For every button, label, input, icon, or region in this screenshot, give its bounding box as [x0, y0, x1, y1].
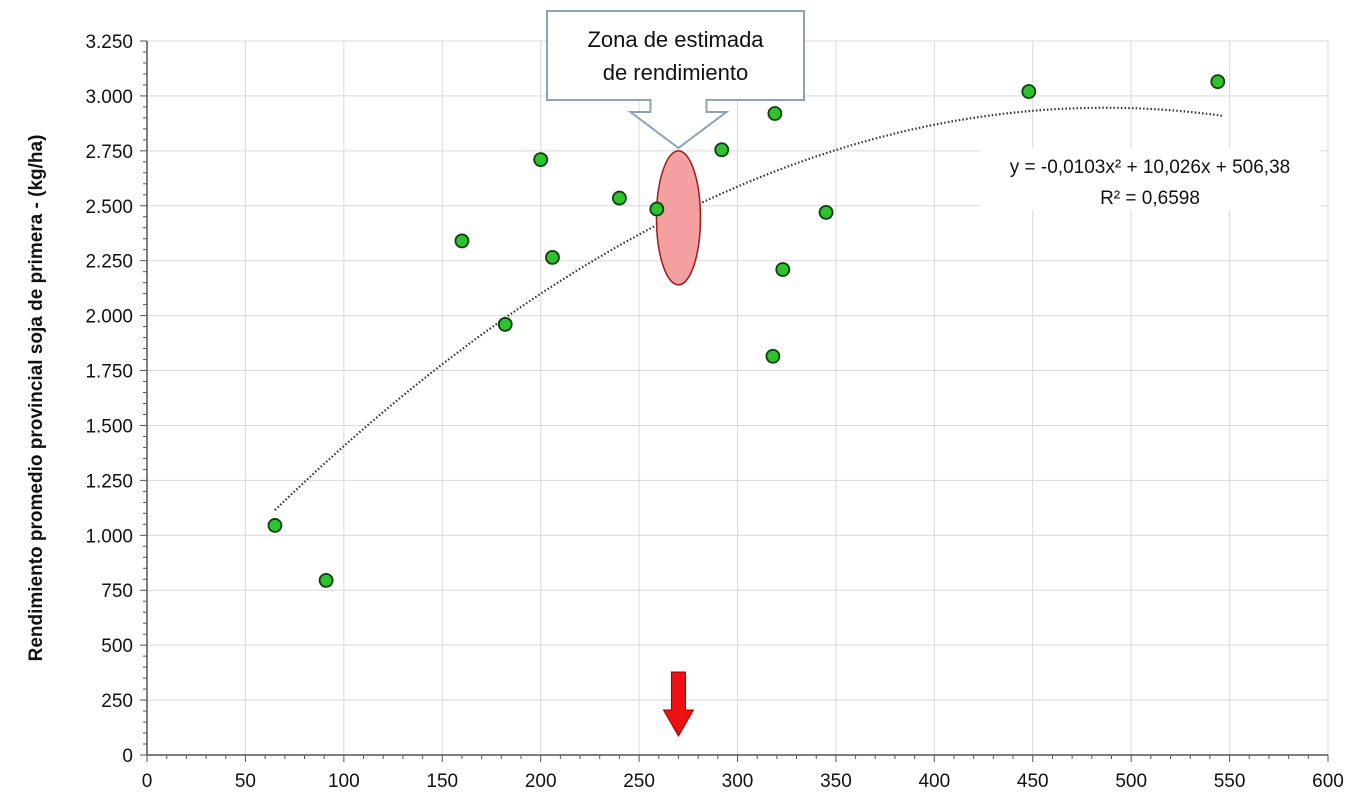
- data-point: [545, 249, 560, 265]
- y-tick-label: 3.000: [85, 87, 133, 108]
- y-tick-label: 1.000: [85, 526, 133, 547]
- y-tick-label: 2.750: [85, 142, 133, 163]
- x-tick-label: 0: [142, 771, 153, 792]
- y-tick-label: 0: [122, 746, 133, 767]
- equation-background: [980, 148, 1320, 210]
- data-point: [454, 233, 470, 249]
- callout-line-2: de rendimiento: [603, 60, 749, 85]
- data-points: [267, 74, 1226, 588]
- callout-line-1: Zona de estimada: [587, 27, 764, 52]
- y-tick-label: 3.250: [85, 32, 133, 53]
- y-tick-label: 750: [101, 581, 133, 602]
- x-tick-label: 400: [918, 771, 950, 792]
- x-tick-label: 550: [1214, 771, 1246, 792]
- y-tick-label: 2.000: [85, 307, 133, 328]
- x-tick-label: 100: [328, 771, 360, 792]
- data-point: [765, 348, 781, 364]
- x-tick-label: 150: [426, 771, 458, 792]
- x-tick-label: 450: [1017, 771, 1049, 792]
- annotations: Zona de estimada de rendimiento y = -0,010…: [546, 10, 1320, 738]
- y-tick-label: 250: [101, 691, 133, 712]
- estimate-zone: [655, 150, 702, 286]
- data-point: [649, 201, 665, 217]
- y-tick-label: 1.500: [85, 416, 133, 437]
- data-point: [533, 152, 549, 168]
- x-tick-label: 500: [1115, 771, 1147, 792]
- x-tick-label: 200: [525, 771, 557, 792]
- y-tick-label: 2.500: [85, 197, 133, 218]
- data-point: [1021, 84, 1037, 99]
- y-tick-label: 2.250: [85, 252, 133, 273]
- data-point: [1210, 74, 1226, 90]
- trendline-r2: R² = 0,6598: [1100, 188, 1200, 209]
- axes: 0 50 100 150 200 250 300 350 400 450 500 550 600 0 250…: [85, 32, 1343, 792]
- trendline-equation: y = -0,0103x² + 10,026x + 506,38: [1010, 157, 1290, 178]
- data-point: [267, 518, 283, 533]
- data-point: [775, 262, 791, 277]
- callout-box: [546, 10, 805, 150]
- x-tick-label: 600: [1312, 771, 1344, 792]
- y-tick-label: 1.250: [85, 471, 133, 492]
- y-tick-label: 1.750: [85, 362, 133, 383]
- data-point: [318, 572, 334, 588]
- red-arrow-icon: [662, 671, 695, 738]
- x-tick-label: 50: [235, 771, 256, 792]
- estimate-zone-ellipse: [655, 150, 702, 286]
- trendline-curve: [274, 106, 1224, 511]
- data-point: [767, 106, 783, 121]
- x-tick-label: 350: [820, 771, 852, 792]
- data-point: [714, 142, 730, 158]
- y-axis-label: Rendimiento promedio provincial soja de …: [26, 135, 47, 662]
- y-tick-label: 500: [101, 636, 133, 657]
- data-point: [497, 317, 513, 332]
- data-point: [612, 190, 627, 206]
- x-tick-label: 250: [623, 771, 655, 792]
- x-tick-label: 300: [722, 771, 754, 792]
- data-point: [818, 204, 834, 220]
- trendline: [274, 106, 1224, 511]
